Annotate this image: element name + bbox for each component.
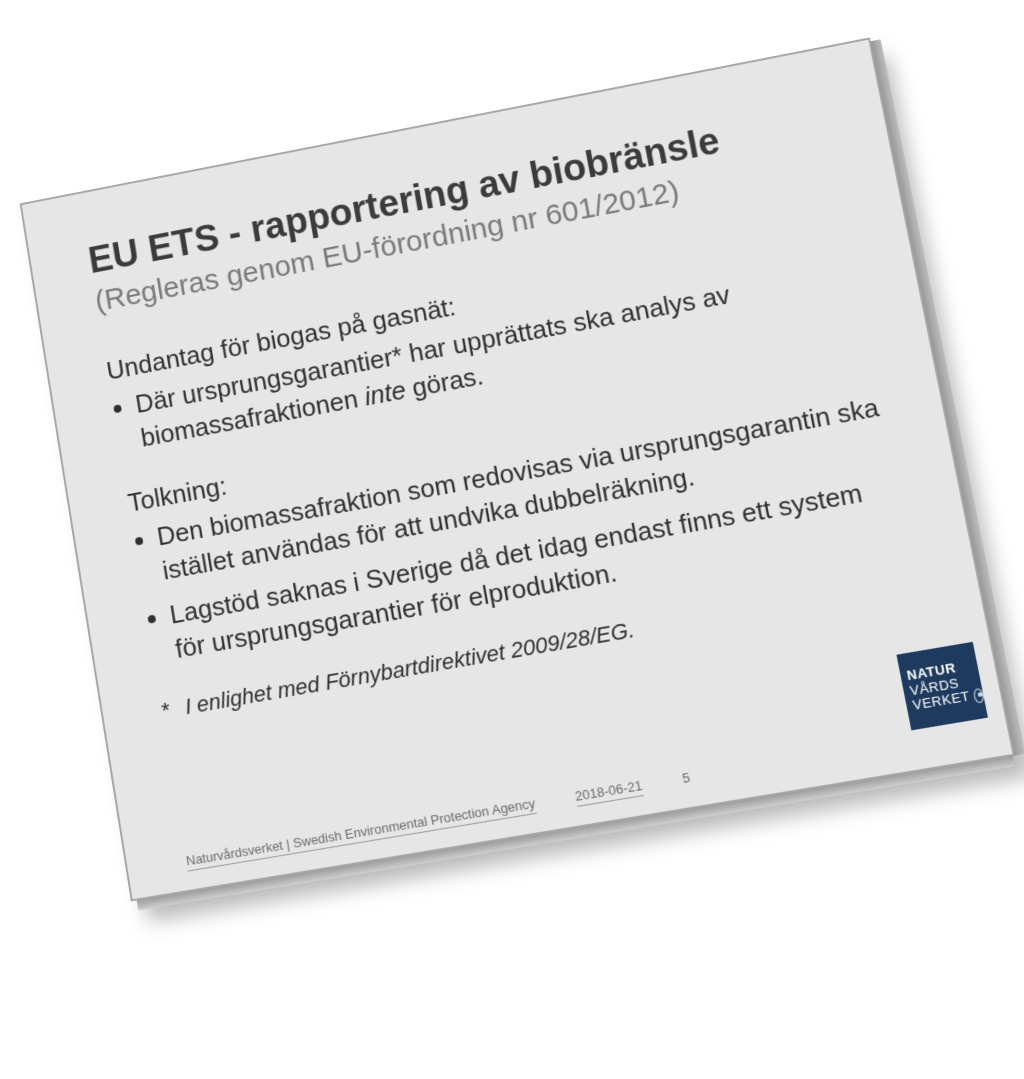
- slide: EU ETS - rapportering av biobränsle (Reg…: [20, 37, 1015, 901]
- footnote-marker: *: [160, 694, 182, 726]
- naturvardsverket-logo: NATUR VÅRDS VERKET: [896, 642, 987, 731]
- footer-page: 5: [681, 770, 691, 786]
- slide-3d-wrap: EU ETS - rapportering av biobränsle (Reg…: [20, 37, 1015, 901]
- crest-icon: [973, 688, 985, 704]
- stage: EU ETS - rapportering av biobränsle (Reg…: [0, 0, 1024, 1079]
